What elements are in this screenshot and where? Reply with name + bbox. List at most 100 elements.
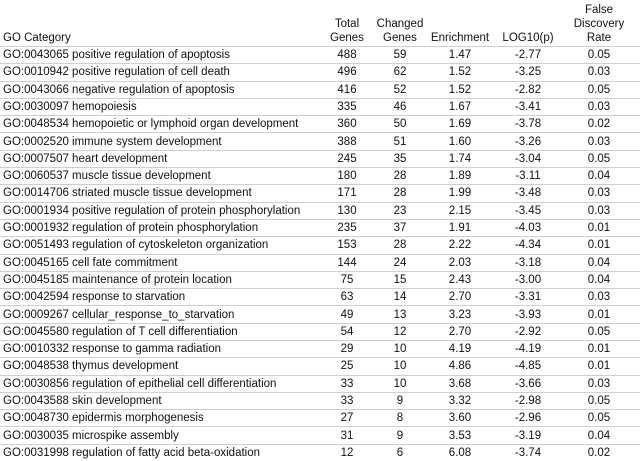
- table-cell: -2.96: [514, 412, 542, 425]
- table-cell: -3.74: [514, 446, 542, 459]
- table-cell: 3.32: [448, 394, 472, 407]
- table-cell: 2.70: [448, 325, 472, 338]
- table-cell: 2.70: [448, 291, 472, 304]
- table-cell: -4.34: [514, 239, 542, 252]
- table-cell: 4.86: [448, 360, 472, 373]
- table-cell: 12: [340, 446, 354, 459]
- go-category: GO:0043066 negative regulation of apopto…: [3, 83, 235, 96]
- go-category: GO:0030035 microspike assembly: [3, 429, 179, 442]
- go-category: GO:0010332 response to gamma radiation: [3, 343, 221, 356]
- table-cell: 0.03: [587, 377, 611, 390]
- table-cell: 10: [393, 360, 407, 373]
- table-cell: -3.45: [514, 204, 542, 217]
- table-cell: 1.47: [448, 49, 472, 62]
- table-cell: 54: [340, 325, 354, 338]
- table-cell: 28: [393, 187, 407, 200]
- table-cell: 13: [393, 308, 407, 321]
- row-divider: [0, 340, 640, 341]
- table-cell: 1.74: [448, 152, 472, 165]
- table-cell: 153: [337, 239, 357, 252]
- go-category: GO:0048730 epidermis morphogenesis: [3, 412, 204, 425]
- row-divider: [0, 98, 640, 99]
- table-cell: -4.19: [514, 343, 542, 356]
- table-cell: -4.03: [514, 222, 542, 235]
- table-cell: -3.25: [514, 66, 542, 79]
- table-cell: -3.18: [514, 256, 542, 269]
- table-cell: 360: [337, 118, 357, 131]
- table-cell: 75: [340, 273, 354, 286]
- table-cell: 0.04: [587, 256, 611, 269]
- table-cell: 51: [393, 135, 407, 148]
- row-divider: [0, 426, 640, 427]
- table-cell: -4.85: [514, 360, 542, 373]
- table-cell: 0.03: [587, 101, 611, 114]
- table-cell: 0.05: [587, 152, 611, 165]
- table-cell: 28: [393, 170, 407, 183]
- row-divider: [0, 219, 640, 220]
- table-cell: 1.60: [448, 135, 472, 148]
- table-cell: 2.43: [448, 273, 472, 286]
- go-category: GO:0007507 heart development: [3, 152, 168, 165]
- row-divider: [0, 236, 640, 237]
- table-cell: 0.03: [587, 66, 611, 79]
- table-cell: 0.04: [587, 429, 611, 442]
- table-cell: 9: [396, 429, 404, 442]
- table-cell: -2.98: [514, 394, 542, 407]
- go-category: GO:0045185 maintenance of protein locati…: [3, 273, 232, 286]
- table-cell: 14: [393, 291, 407, 304]
- row-divider: [0, 323, 640, 324]
- table-cell: 49: [340, 308, 354, 321]
- table-cell: 62: [393, 66, 407, 79]
- table-cell: 50: [393, 118, 407, 131]
- table-cell: 6.08: [448, 446, 472, 459]
- table-cell: 0.04: [587, 170, 611, 183]
- table-cell: 59: [393, 49, 407, 62]
- table-cell: 0.01: [587, 308, 611, 321]
- go-category: GO:0045580 regulation of T cell differen…: [3, 325, 238, 338]
- row-divider: [0, 81, 640, 82]
- row-divider: [0, 150, 640, 151]
- table-cell: 1.52: [448, 66, 472, 79]
- table-cell: -3.11: [515, 170, 541, 183]
- table-cell: -3.78: [514, 118, 542, 131]
- row-divider: [0, 132, 640, 133]
- row-divider: [0, 115, 640, 116]
- table-cell: 1.91: [448, 222, 472, 235]
- table-cell: 0.05: [587, 49, 611, 62]
- column-header: Discovery: [573, 18, 625, 30]
- table-cell: -3.31: [514, 291, 542, 304]
- table-cell: 1.67: [448, 101, 472, 114]
- table-cell: 0.03: [587, 291, 611, 304]
- go-category: GO:0048534 hemopoietic or lymphoid organ…: [3, 118, 299, 131]
- table-cell: 2.03: [448, 256, 472, 269]
- table-cell: 0.05: [587, 325, 611, 338]
- go-category: GO:0048538 thymus development: [3, 360, 179, 373]
- column-header: Genes: [383, 32, 417, 44]
- table-cell: 10: [393, 377, 407, 390]
- table-cell: 6: [396, 446, 404, 459]
- table-cell: 0.02: [587, 118, 611, 131]
- table-cell: 0.01: [587, 222, 611, 235]
- row-divider: [0, 357, 640, 358]
- table-cell: 245: [337, 152, 357, 165]
- table-cell: 2.15: [448, 204, 472, 217]
- column-header: Enrichment: [430, 32, 490, 44]
- table-cell: 0.03: [587, 187, 611, 200]
- column-header: Changed: [376, 18, 424, 30]
- table-cell: 0.01: [587, 343, 611, 356]
- table-cell: 37: [393, 222, 407, 235]
- go-category: GO:0001932 regulation of protein phospho…: [3, 222, 259, 235]
- row-divider: [0, 271, 640, 272]
- go-category: GO:0043588 skin development: [3, 394, 162, 407]
- table-cell: 23: [393, 204, 407, 217]
- table-cell: 1.52: [448, 83, 472, 96]
- table-cell: -3.66: [514, 377, 542, 390]
- go-category: GO:0010942 positive regulation of cell d…: [3, 66, 230, 79]
- table-cell: 144: [337, 256, 357, 269]
- column-header: False: [584, 4, 614, 16]
- go-category: GO:0051493 regulation of cytoskeleton or…: [3, 239, 269, 252]
- table-cell: -3.93: [514, 308, 542, 321]
- table-cell: 10: [393, 343, 407, 356]
- go-category: GO:0009267 cellular_response_to_starvati…: [3, 308, 235, 321]
